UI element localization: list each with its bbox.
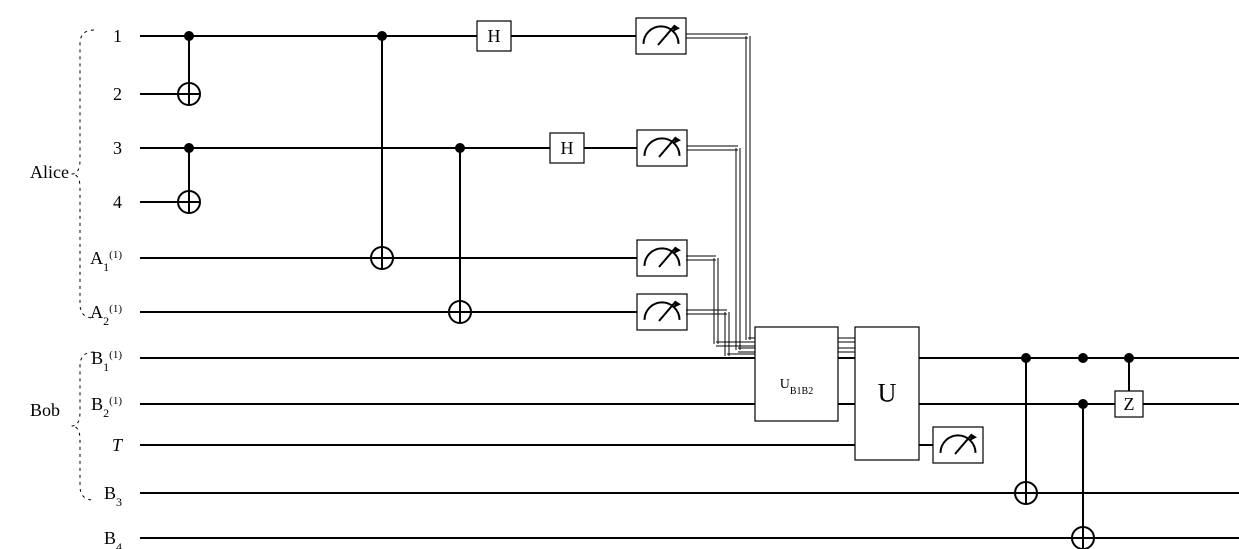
wire-label: B4 xyxy=(104,528,122,549)
wire-label: T xyxy=(112,435,124,455)
wire-label: B1(1) xyxy=(91,348,122,374)
gate-hadamard: H xyxy=(488,26,501,46)
gate-hadamard: H xyxy=(561,138,574,158)
wire-label: 2 xyxy=(113,84,122,104)
gate-ub1b2 xyxy=(755,327,838,421)
wire-label: B3 xyxy=(104,483,122,509)
wire-label: B2(1) xyxy=(91,394,122,420)
wire-label: 4 xyxy=(113,192,122,212)
party-label: Alice xyxy=(30,162,69,182)
wire-label: A1(1) xyxy=(90,248,122,274)
wire-label: 1 xyxy=(113,26,122,46)
wire-label: A2(1) xyxy=(90,302,122,328)
wire-label: 3 xyxy=(113,138,122,158)
svg-text:U: U xyxy=(878,379,897,408)
party-label: Bob xyxy=(30,400,60,420)
gate-z: Z xyxy=(1124,394,1135,414)
